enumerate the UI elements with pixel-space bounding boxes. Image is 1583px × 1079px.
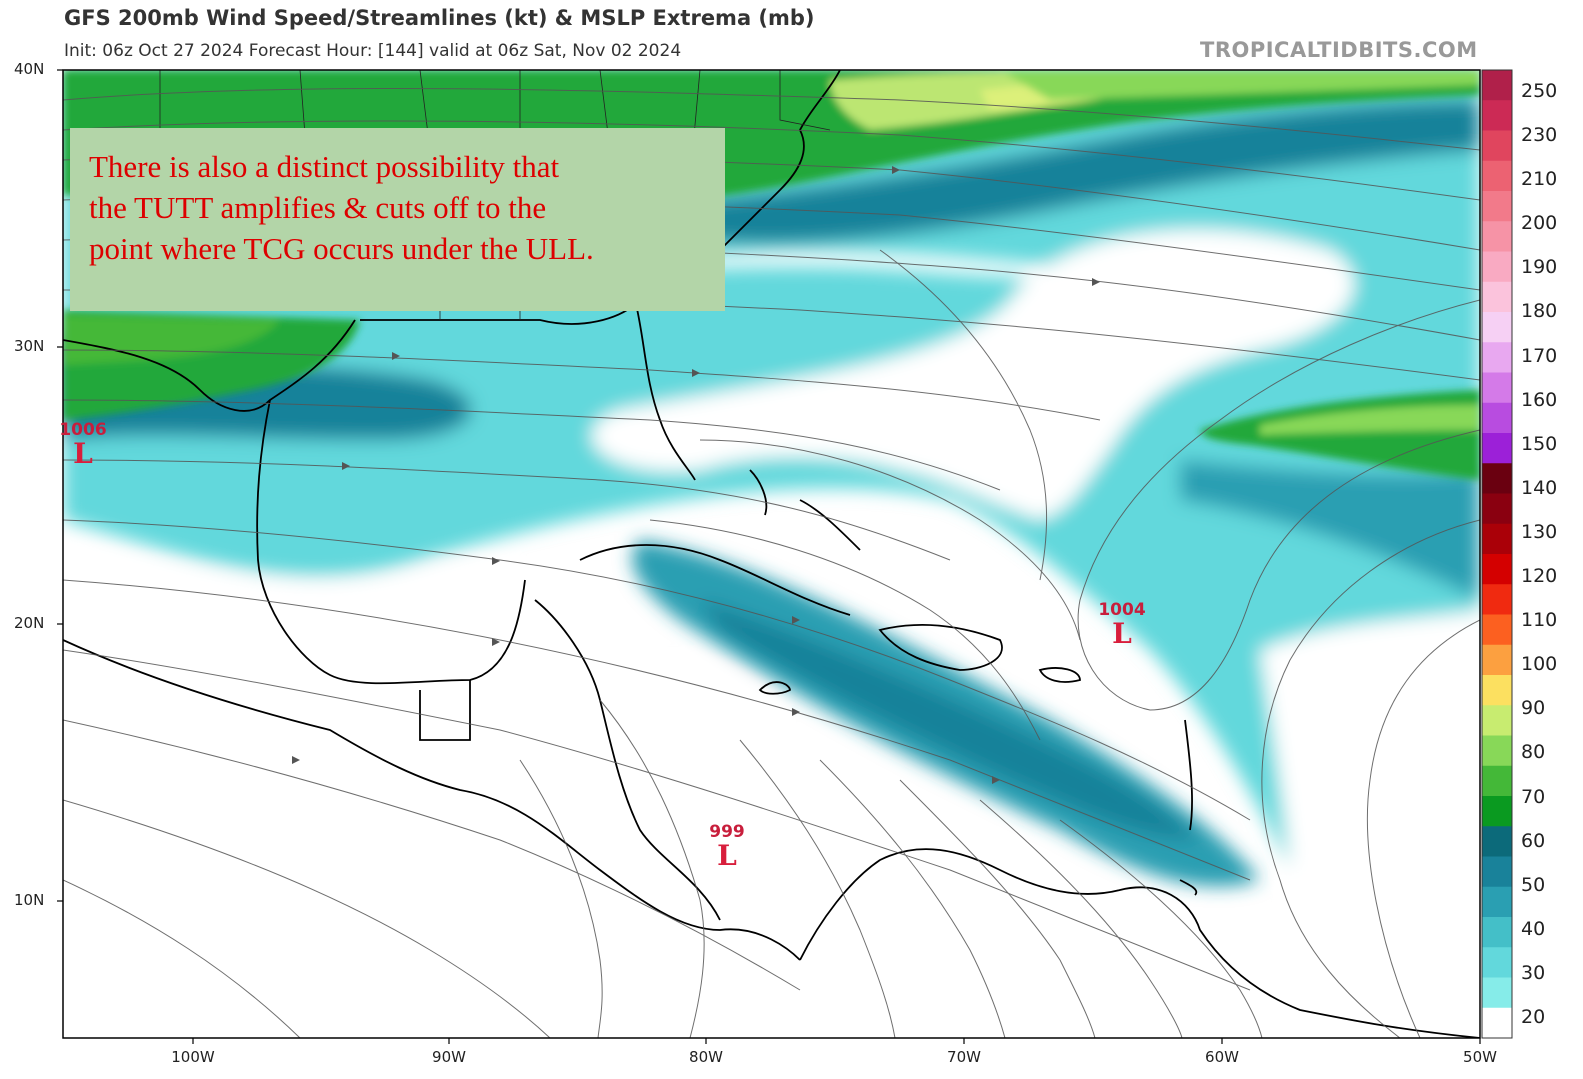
colorbar-swatch bbox=[1482, 796, 1512, 827]
colorbar-swatch bbox=[1482, 584, 1512, 615]
colorbar-swatch bbox=[1482, 886, 1512, 918]
annotation-line: the TUTT amplifies & cuts off to the bbox=[89, 190, 547, 225]
lon-label-100w: 100W bbox=[171, 1048, 215, 1066]
annotation-box: There is also a distinct possibility tha… bbox=[70, 128, 725, 311]
colorbar-swatch bbox=[1482, 523, 1512, 555]
low-pressure-value: 1004 bbox=[1098, 600, 1146, 620]
lon-label-60w: 60W bbox=[1205, 1048, 1239, 1066]
map-field bbox=[63, 70, 1480, 1038]
colorbar-swatch bbox=[1482, 402, 1512, 434]
colorbar-swatch bbox=[1482, 312, 1512, 343]
colorbar-label: 160 bbox=[1521, 388, 1558, 411]
colorbar-frame bbox=[1481, 69, 1513, 1039]
colorbar-swatch bbox=[1482, 251, 1512, 283]
colorbar-label: 30 bbox=[1521, 961, 1546, 984]
colorbar-label: 40 bbox=[1521, 917, 1546, 940]
annotation-line: There is also a distinct possibility tha… bbox=[89, 149, 560, 184]
colorbar-label: 50 bbox=[1521, 873, 1546, 896]
colorbar-swatch bbox=[1482, 947, 1512, 978]
colorbar-swatch bbox=[1482, 705, 1512, 736]
colorbar-label: 250 bbox=[1521, 80, 1558, 102]
coastlines bbox=[63, 70, 1480, 1038]
colorbar-swatch bbox=[1482, 372, 1512, 404]
brand-logo: TROPICALTIDBITS.COM bbox=[1200, 38, 1478, 62]
streamlines bbox=[63, 87, 1480, 1038]
colorbar-swatch bbox=[1482, 614, 1512, 646]
colorbar-label: 150 bbox=[1521, 432, 1558, 455]
forecast-info: Init: 06z Oct 27 2024 Forecast Hour: [14… bbox=[64, 41, 682, 61]
colorbar-label: 20 bbox=[1521, 1006, 1546, 1028]
colorbar-label: 130 bbox=[1521, 520, 1558, 543]
colorbar-label: 90 bbox=[1521, 697, 1546, 720]
colorbar-swatch bbox=[1482, 433, 1512, 464]
colorbar-label: 200 bbox=[1521, 212, 1558, 235]
colorbar-swatch bbox=[1482, 100, 1512, 131]
annotation-line: point where TCG occurs under the ULL. bbox=[89, 231, 594, 266]
low-pressure-value: 1006 bbox=[59, 420, 107, 440]
low-pressure-symbol: L bbox=[1112, 617, 1132, 650]
lon-label-70w: 70W bbox=[947, 1048, 981, 1066]
colorbar-label: 140 bbox=[1521, 476, 1558, 499]
colorbar-swatch bbox=[1482, 554, 1512, 585]
lon-label-90w: 90W bbox=[432, 1048, 466, 1066]
lat-label-10n: 10N bbox=[14, 891, 45, 909]
colorbar-label: 100 bbox=[1521, 653, 1558, 676]
low-pressure-symbol: L bbox=[73, 437, 93, 470]
colorbar-swatch bbox=[1482, 463, 1512, 494]
colorbar-swatch bbox=[1482, 826, 1512, 857]
colorbar-label: 110 bbox=[1521, 609, 1558, 632]
colorbar-swatch bbox=[1482, 735, 1512, 767]
colorbar-swatch bbox=[1482, 281, 1512, 313]
colorbar-swatch bbox=[1482, 917, 1512, 948]
colorbar-label: 210 bbox=[1521, 168, 1558, 191]
colorbar-swatch bbox=[1482, 977, 1512, 1009]
colorbar-swatch bbox=[1482, 644, 1512, 676]
colorbar-swatch bbox=[1482, 1007, 1512, 1039]
lon-label-50w: 50W bbox=[1463, 1048, 1497, 1066]
colorbar-label: 230 bbox=[1521, 124, 1558, 147]
axis-ticks bbox=[57, 69, 1481, 1044]
page-title: GFS 200mb Wind Speed/Streamlines (kt) & … bbox=[64, 6, 815, 30]
colorbar-label: 80 bbox=[1521, 741, 1546, 764]
lat-label-30n: 30N bbox=[14, 337, 45, 355]
colorbar-label: 180 bbox=[1521, 300, 1558, 323]
low-pressure-value: 999 bbox=[709, 822, 745, 842]
colorbar-swatch bbox=[1482, 342, 1512, 373]
colorbar-label: 170 bbox=[1521, 344, 1558, 367]
colorbar-swatch bbox=[1482, 765, 1512, 797]
colorbar-swatch bbox=[1482, 191, 1512, 222]
colorbar bbox=[1481, 69, 1513, 1039]
colorbar-swatch bbox=[1482, 856, 1512, 888]
colorbar-swatch bbox=[1482, 160, 1512, 192]
colorbar-swatch bbox=[1482, 675, 1512, 706]
lat-label-40n: 40N bbox=[14, 60, 45, 78]
lat-label-20n: 20N bbox=[14, 614, 45, 632]
colorbar-swatch bbox=[1482, 130, 1512, 162]
colorbar-label: 70 bbox=[1521, 785, 1546, 808]
colorbar-label: 190 bbox=[1521, 256, 1558, 279]
colorbar-label: 60 bbox=[1521, 829, 1546, 852]
colorbar-swatch bbox=[1482, 70, 1512, 101]
colorbar-swatch bbox=[1482, 493, 1512, 525]
colorbar-swatch bbox=[1482, 221, 1512, 252]
colorbar-label: 120 bbox=[1521, 565, 1558, 588]
lon-label-80w: 80W bbox=[689, 1048, 723, 1066]
low-pressure-symbol: L bbox=[717, 839, 737, 872]
